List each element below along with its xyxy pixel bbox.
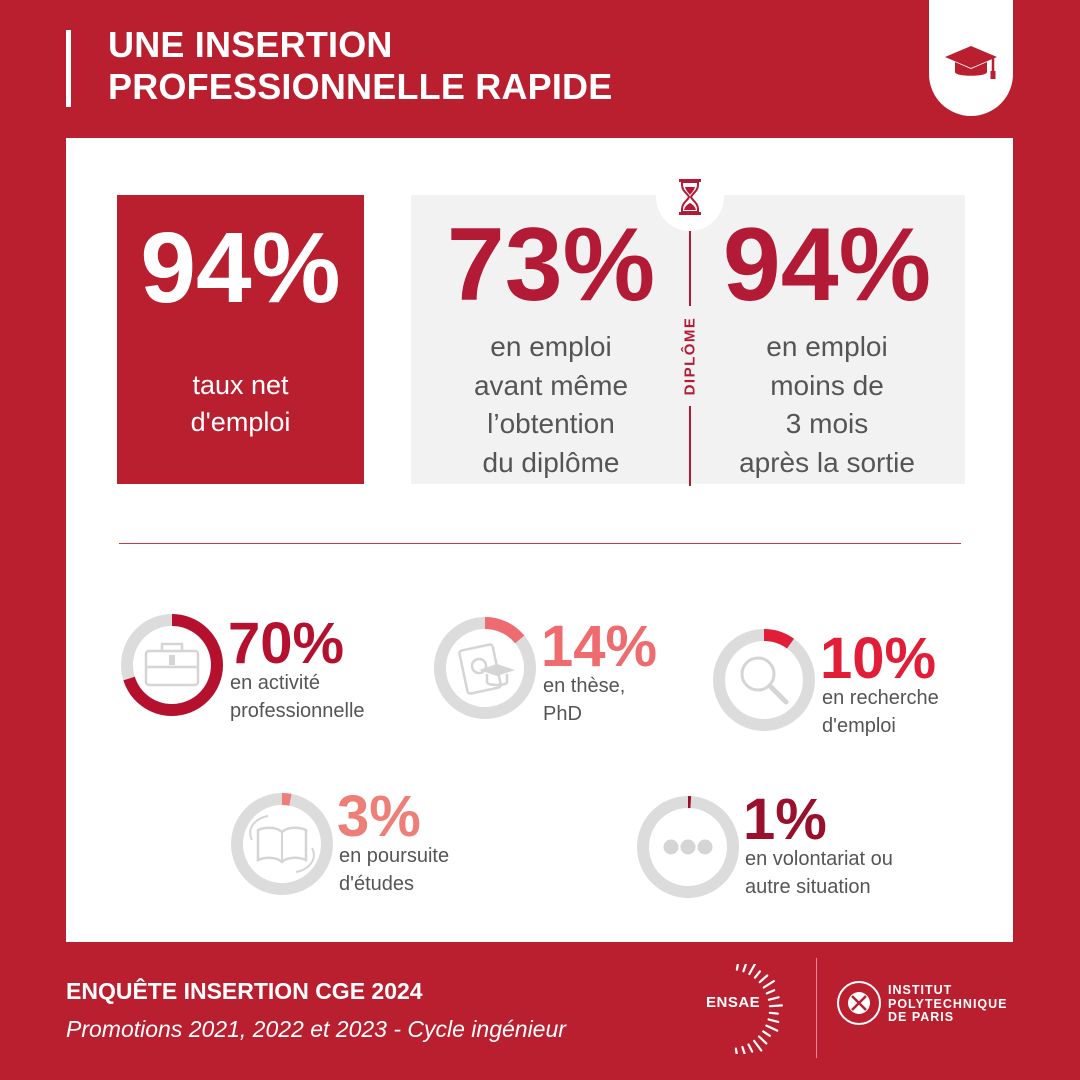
- donut-track: [713, 629, 815, 731]
- donut-arc: [434, 617, 536, 719]
- net-employment-value: 94%: [140, 212, 341, 324]
- after-exit-label-line: après la sortie: [739, 446, 915, 478]
- polytechnique-line: DE PARIS: [888, 1010, 955, 1024]
- stat-label: en thèse, PhD: [543, 672, 625, 728]
- donut-chart: [231, 793, 333, 895]
- graduation-badge: [929, 0, 1013, 116]
- ensae-ray: [747, 1043, 754, 1053]
- stat-label-line: en activité: [230, 672, 321, 694]
- graduation-cap-icon: [945, 46, 997, 79]
- after-exit-label-line: en emploi: [766, 331, 888, 362]
- stat-value: 3%: [337, 784, 421, 849]
- ensae-rays-icon: [734, 964, 784, 1054]
- ensae-ray: [757, 1035, 768, 1045]
- survey-title: ENQUÊTE INSERTION CGE 2024: [66, 978, 423, 1004]
- before-diploma-value: 73%: [446, 207, 656, 323]
- stat-value: 1%: [743, 787, 827, 852]
- donut-chart: [637, 796, 739, 898]
- ensae-ray: [758, 974, 769, 984]
- thesis-icon: [458, 643, 515, 695]
- after-exit-label-line: moins de: [770, 369, 884, 401]
- after-exit-value: 94%: [722, 207, 932, 323]
- donut-chart: [713, 629, 815, 731]
- before-diploma-label-line: en emploi: [490, 331, 612, 362]
- open-book-icon: [249, 815, 315, 873]
- stat-label-line: autre situation: [745, 876, 871, 898]
- ensae-logo: ENSAE: [700, 964, 800, 1054]
- ensae-wordmark: ENSAE: [706, 994, 761, 1011]
- diploma-label: DIPLÔME: [681, 316, 699, 396]
- stat-label-line: en recherche: [822, 687, 939, 709]
- section-divider: [119, 543, 961, 544]
- stat-label-line: en poursuite: [339, 845, 450, 867]
- stat-value: 10%: [820, 626, 937, 691]
- net-employment-label-line: d'emploi: [190, 407, 291, 437]
- stat-label: en volontariat ou autre situation: [745, 845, 893, 901]
- ellipsis-icon: [663, 839, 713, 855]
- stat-label: en poursuite d'études: [339, 842, 449, 898]
- stat-label: en activité professionnelle: [230, 669, 365, 725]
- donut-arc: [713, 629, 815, 731]
- logo-separator: [816, 958, 817, 1058]
- stat-label-line: d'emploi: [822, 715, 896, 737]
- ensae-ray: [767, 996, 780, 1001]
- stat-value: 14%: [541, 614, 658, 679]
- stat-label-line: en thèse,: [543, 675, 626, 697]
- diploma-label-mask: [680, 306, 700, 406]
- stat-label-line: professionnelle: [230, 700, 365, 722]
- ensae-ray: [765, 1024, 779, 1032]
- stat-value: 70%: [228, 611, 345, 676]
- page-title: UNE INSERTION PROFESSIONNELLE RAPIDE: [108, 24, 612, 108]
- before-diploma-label-line: avant même: [473, 369, 629, 401]
- before-diploma-column: 73% en emploi avant même l’obtention du …: [416, 195, 686, 484]
- title-accent-bar: [66, 30, 71, 107]
- before-diploma-label: en emploi avant même l’obtention du dipl…: [416, 328, 686, 482]
- polytechnique-wordmark: INSTITUT POLYTECHNIQUE DE PARIS: [888, 983, 1008, 1025]
- before-diploma-label-line: l’obtention: [487, 408, 615, 439]
- title-line-2: PROFESSIONNELLE RAPIDE: [108, 66, 613, 107]
- polytechnique-line: POLYTECHNIQUE: [888, 996, 1008, 1011]
- ensae-ray: [753, 970, 762, 979]
- ensae-ray: [735, 964, 740, 971]
- donut-arc: [121, 614, 223, 716]
- ensae-ray: [767, 1018, 780, 1024]
- content-panel: 94% taux net d'emploi 73% en emploi avan…: [66, 138, 1013, 942]
- net-employment-label-line: taux net: [192, 370, 289, 400]
- ensae-ray: [748, 964, 757, 976]
- magnifier-icon: [740, 656, 789, 705]
- donut-arc: [637, 796, 739, 898]
- ensae-ray: [741, 1045, 746, 1054]
- donut-chart: [434, 617, 536, 719]
- ensae-ray: [734, 1047, 738, 1054]
- ensae-ray: [768, 1004, 784, 1008]
- stat-label-line: PhD: [543, 703, 582, 725]
- donut-arc: [231, 793, 333, 895]
- after-exit-label-line: 3 mois: [785, 408, 869, 439]
- title-line-1: UNE INSERTION: [108, 24, 393, 65]
- ensae-ray: [762, 1030, 771, 1037]
- net-employment-label: taux net d'emploi: [117, 367, 364, 441]
- polytechnique-logo: INSTITUT POLYTECHNIQUE DE PARIS: [836, 980, 1026, 1040]
- stat-label: en recherche d'emploi: [822, 684, 939, 740]
- polytechnique-line: INSTITUT: [888, 983, 953, 997]
- after-exit-label: en emploi moins de 3 mois après la sorti…: [692, 328, 962, 482]
- polytechnique-seal-icon: [837, 981, 881, 1025]
- after-exit-column: 94% en emploi moins de 3 mois après la s…: [692, 195, 962, 484]
- hourglass-badge: [656, 163, 724, 231]
- stat-label-line: en volontariat ou: [745, 848, 893, 870]
- ensae-ray: [765, 989, 776, 995]
- ensae-ray: [752, 1039, 763, 1052]
- net-employment-card: 94% taux net d'emploi: [117, 195, 364, 484]
- briefcase-icon: [144, 642, 200, 687]
- hourglass-icon: [679, 179, 701, 215]
- ensae-ray: [742, 964, 748, 973]
- before-diploma-label-line: du diplôme: [482, 446, 620, 478]
- ensae-ray: [768, 1011, 779, 1015]
- ensae-ray: [762, 980, 776, 989]
- donut-chart: [121, 614, 223, 716]
- stat-label-line: d'études: [339, 873, 414, 895]
- cohort-subtitle: Promotions 2021, 2022 et 2023 - Cycle in…: [66, 1016, 566, 1042]
